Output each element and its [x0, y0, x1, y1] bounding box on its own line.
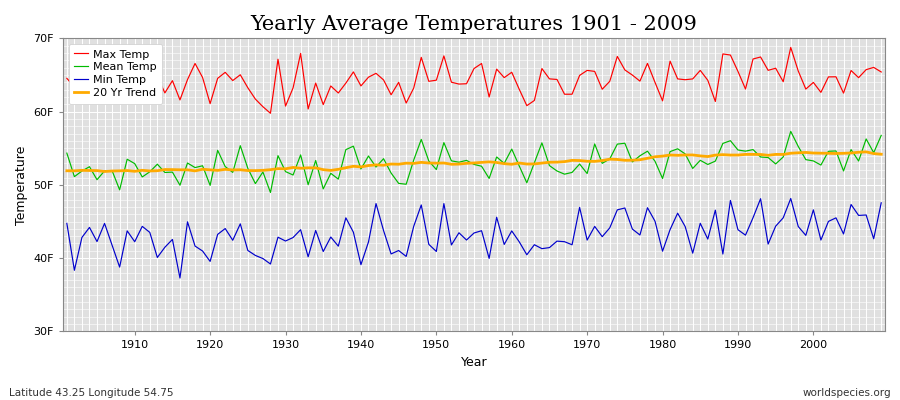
Mean Temp: [265, 190, 275, 195]
Mean Temp: [876, 133, 886, 138]
Min Temp: [514, 240, 525, 244]
Mean Temp: [507, 147, 517, 152]
Line: 20 Yr Trend: 20 Yr Trend: [67, 152, 881, 172]
20 Yr Trend: [514, 161, 525, 166]
Min Temp: [605, 226, 616, 230]
Max Temp: [507, 70, 517, 75]
20 Yr Trend: [61, 168, 72, 173]
20 Yr Trend: [860, 150, 871, 154]
Max Temp: [295, 51, 306, 56]
Text: Latitude 43.25 Longitude 54.75: Latitude 43.25 Longitude 54.75: [9, 388, 174, 398]
Min Temp: [507, 228, 517, 233]
Line: Min Temp: Min Temp: [67, 198, 881, 278]
20 Yr Trend: [295, 166, 306, 171]
20 Yr Trend: [99, 169, 110, 174]
Min Temp: [295, 227, 306, 232]
Mean Temp: [122, 157, 132, 162]
Max Temp: [340, 81, 351, 86]
20 Yr Trend: [507, 162, 517, 167]
Title: Yearly Average Temperatures 1901 - 2009: Yearly Average Temperatures 1901 - 2009: [250, 15, 698, 34]
Min Temp: [61, 221, 72, 226]
Line: Mean Temp: Mean Temp: [67, 131, 881, 192]
Min Temp: [340, 216, 351, 220]
Min Temp: [786, 196, 796, 201]
Max Temp: [514, 87, 525, 92]
Mean Temp: [61, 151, 72, 156]
Legend: Max Temp, Mean Temp, Min Temp, 20 Yr Trend: Max Temp, Mean Temp, Min Temp, 20 Yr Tre…: [68, 44, 162, 104]
Mean Temp: [605, 156, 616, 161]
Mean Temp: [514, 164, 525, 168]
Mean Temp: [295, 152, 306, 157]
Max Temp: [605, 79, 616, 84]
Max Temp: [265, 111, 275, 116]
X-axis label: Year: Year: [461, 356, 488, 369]
20 Yr Trend: [130, 169, 140, 174]
Max Temp: [876, 70, 886, 74]
20 Yr Trend: [340, 165, 351, 170]
20 Yr Trend: [605, 157, 616, 162]
Min Temp: [876, 200, 886, 205]
Max Temp: [122, 60, 132, 64]
Y-axis label: Temperature: Temperature: [15, 145, 28, 224]
Max Temp: [786, 45, 796, 50]
Text: worldspecies.org: worldspecies.org: [803, 388, 891, 398]
20 Yr Trend: [876, 152, 886, 157]
Line: Max Temp: Max Temp: [67, 48, 881, 113]
Mean Temp: [340, 147, 351, 152]
Min Temp: [175, 276, 185, 280]
Mean Temp: [786, 129, 796, 134]
Min Temp: [122, 228, 132, 233]
Max Temp: [61, 76, 72, 81]
